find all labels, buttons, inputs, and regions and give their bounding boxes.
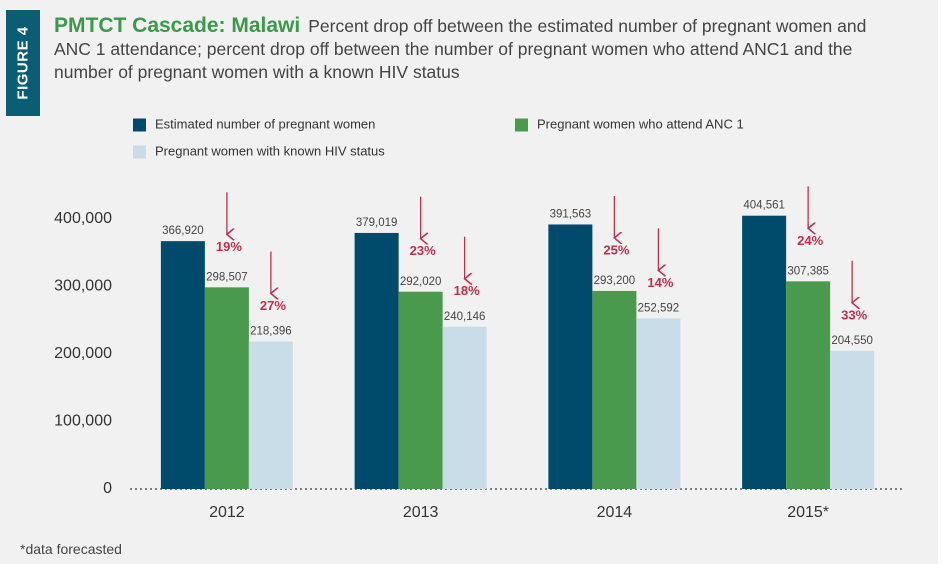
chart-title: PMTCT Cascade: Malawi — [54, 14, 301, 37]
y-tick-label: 0 — [103, 480, 112, 497]
drop-label: 24% — [797, 233, 823, 248]
bar — [548, 224, 593, 489]
header: PMTCT Cascade: Malawi Percent drop off be… — [54, 14, 904, 84]
x-tick-label: 2015* — [787, 504, 829, 521]
value-label: 252,592 — [638, 302, 680, 314]
legend-swatch — [133, 145, 146, 159]
value-label: 240,146 — [444, 311, 486, 323]
value-label: 204,550 — [831, 335, 873, 347]
drop-label: 18% — [454, 283, 480, 298]
figure-badge: FIGURE 4 — [6, 10, 40, 116]
bar — [160, 241, 205, 489]
bar — [442, 326, 487, 489]
bar — [742, 215, 787, 489]
y-tick-label: 200,000 — [54, 345, 112, 362]
value-label: 293,200 — [594, 275, 636, 287]
drop-label: 33% — [841, 307, 867, 322]
bar — [786, 281, 831, 489]
bar — [248, 341, 293, 489]
value-label: 292,020 — [400, 276, 442, 288]
value-label: 379,019 — [356, 217, 398, 229]
y-tick-label: 100,000 — [54, 413, 112, 430]
value-label: 307,385 — [787, 265, 829, 277]
bar — [830, 350, 875, 489]
bar — [354, 232, 399, 490]
chart-subtitle: Percent drop off between the estimated n… — [54, 16, 867, 82]
value-label: 366,920 — [162, 225, 204, 237]
y-tick-label: 400,000 — [54, 210, 112, 227]
value-label: 298,507 — [206, 271, 248, 283]
value-label: 218,396 — [250, 325, 292, 337]
x-tick-label: 2014 — [597, 504, 633, 521]
bar — [636, 318, 681, 489]
bar — [592, 290, 637, 489]
y-tick-label: 300,000 — [54, 278, 112, 295]
value-label: 391,563 — [550, 209, 592, 221]
drop-label: 14% — [647, 275, 673, 290]
drop-label: 19% — [216, 239, 242, 254]
drop-label: 27% — [260, 298, 286, 313]
footnote: *data forecasted — [20, 541, 122, 557]
bar — [204, 287, 249, 489]
x-tick-label: 2013 — [403, 504, 439, 521]
bar — [398, 291, 443, 489]
drop-label: 23% — [410, 243, 436, 258]
legend-label: Pregnant women who attend ANC 1 — [537, 116, 744, 131]
x-tick-label: 2012 — [209, 504, 245, 521]
legend-swatch — [515, 118, 528, 132]
value-label: 404,561 — [743, 200, 785, 212]
legend-label: Estimated number of pregnant women — [155, 116, 375, 131]
legend-swatch — [133, 118, 146, 132]
legend-label: Pregnant women with known HIV status — [155, 143, 385, 158]
drop-label: 25% — [603, 242, 629, 257]
